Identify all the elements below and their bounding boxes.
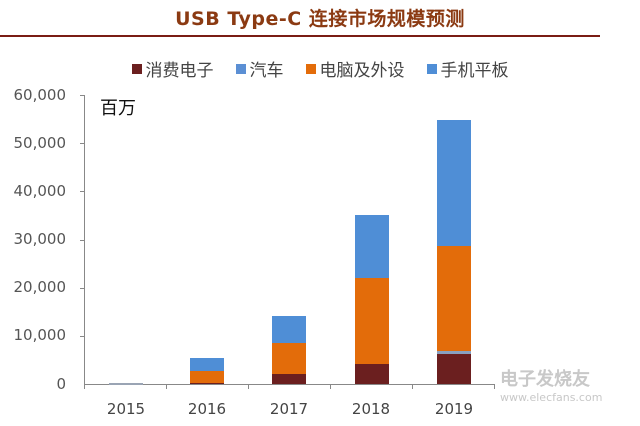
legend-item-consumer: 消费电子 xyxy=(131,56,214,81)
bar-2016 xyxy=(190,358,224,384)
x-axis xyxy=(84,384,494,385)
bar-segment xyxy=(272,316,306,344)
bar-segment xyxy=(109,382,143,384)
x-tick-label: 2015 xyxy=(106,400,146,418)
legend-swatch-icon xyxy=(131,63,142,74)
legend-swatch-icon xyxy=(426,63,437,74)
bar-segment xyxy=(355,278,389,364)
title-divider xyxy=(0,35,600,37)
y-tick-label: 0 xyxy=(56,375,66,393)
y-tick xyxy=(80,240,85,241)
bar-segment xyxy=(437,120,471,247)
bar-segment xyxy=(190,371,224,384)
bar-2018 xyxy=(355,215,389,384)
legend-swatch-icon xyxy=(305,63,316,74)
y-tick xyxy=(80,95,85,96)
chart-title: USB Type-C 连接市场规模预测 xyxy=(175,8,465,30)
y-tick-label: 20,000 xyxy=(13,278,67,296)
legend-label: 电脑及外设 xyxy=(319,61,405,81)
bar-segment xyxy=(437,350,471,354)
legend-swatch-icon xyxy=(235,63,246,74)
x-tick-label: 2017 xyxy=(269,400,309,418)
bar-segment xyxy=(272,374,306,384)
bar-segment xyxy=(190,358,224,371)
unit-label: 百万 xyxy=(100,98,136,119)
y-tick xyxy=(80,336,85,337)
y-tick xyxy=(80,191,85,192)
x-tick-label: 2018 xyxy=(351,400,391,418)
y-tick xyxy=(80,288,85,289)
legend-item-pc: 电脑及外设 xyxy=(305,56,405,81)
bar-segment xyxy=(355,215,389,279)
x-tick xyxy=(166,384,167,389)
x-tick xyxy=(412,384,413,389)
bar-2019 xyxy=(437,120,471,384)
x-tick-label: 2019 xyxy=(434,400,474,418)
y-tick-label: 60,000 xyxy=(13,86,67,104)
watermark: 电子发烧友 www.elecfans.com xyxy=(500,365,602,404)
y-tick-label: 30,000 xyxy=(13,230,67,248)
legend: 消费电子 汽车 电脑及外设 手机平板 xyxy=(0,56,640,81)
bar-2015 xyxy=(109,382,143,384)
y-tick-label: 50,000 xyxy=(13,134,67,152)
watermark-brand: 电子发烧友 xyxy=(500,369,590,390)
y-tick xyxy=(80,143,85,144)
bar-segment xyxy=(355,363,389,384)
legend-label: 手机平板 xyxy=(440,61,509,81)
bar-segment xyxy=(272,343,306,375)
x-tick xyxy=(84,384,85,389)
x-tick xyxy=(494,384,495,389)
bar-segment xyxy=(437,353,471,384)
legend-label: 消费电子 xyxy=(145,61,214,81)
legend-label: 汽车 xyxy=(249,61,284,81)
y-tick-label: 40,000 xyxy=(13,182,67,200)
legend-item-auto: 汽车 xyxy=(235,56,284,81)
bar-segment xyxy=(190,383,224,384)
x-tick-label: 2016 xyxy=(187,400,227,418)
y-tick-label: 10,000 xyxy=(13,326,67,344)
x-tick xyxy=(330,384,331,389)
legend-item-mobile: 手机平板 xyxy=(426,56,509,81)
bar-2017 xyxy=(272,316,306,384)
bar-segment xyxy=(437,246,471,351)
watermark-url: www.elecfans.com xyxy=(500,391,603,404)
x-tick xyxy=(248,384,249,389)
